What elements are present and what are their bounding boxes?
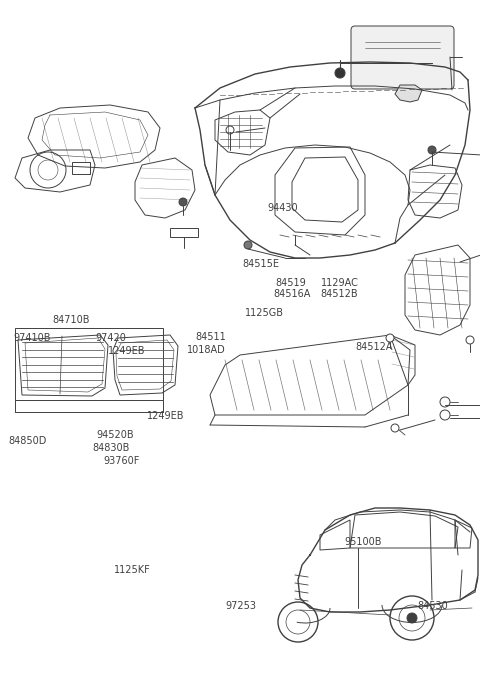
Circle shape bbox=[386, 334, 394, 342]
Circle shape bbox=[466, 336, 474, 344]
Text: 84519: 84519 bbox=[276, 279, 306, 288]
Text: 1125KF: 1125KF bbox=[114, 565, 151, 575]
Text: 84512A: 84512A bbox=[355, 342, 393, 352]
Circle shape bbox=[226, 126, 234, 134]
Text: 84850D: 84850D bbox=[9, 436, 47, 446]
Text: 95100B: 95100B bbox=[345, 537, 382, 547]
Text: 1125GB: 1125GB bbox=[245, 308, 284, 318]
Text: 97420: 97420 bbox=[95, 333, 126, 343]
Text: 84511: 84511 bbox=[196, 332, 227, 342]
Bar bbox=[15, 328, 163, 400]
FancyBboxPatch shape bbox=[351, 26, 454, 89]
Text: 97410B: 97410B bbox=[13, 333, 51, 343]
Circle shape bbox=[335, 68, 345, 78]
Text: 84830B: 84830B bbox=[93, 443, 130, 453]
Text: 1249EB: 1249EB bbox=[147, 412, 185, 421]
Text: 1018AD: 1018AD bbox=[187, 345, 226, 355]
Text: 94520B: 94520B bbox=[96, 430, 133, 440]
Text: 84515E: 84515E bbox=[242, 259, 279, 269]
Bar bbox=[72, 162, 90, 174]
Bar bbox=[170, 228, 198, 237]
Text: 84710B: 84710B bbox=[53, 315, 90, 324]
Text: 93760F: 93760F bbox=[103, 456, 140, 466]
Text: 1129AC: 1129AC bbox=[321, 279, 359, 288]
Polygon shape bbox=[395, 85, 422, 102]
Circle shape bbox=[428, 146, 436, 154]
Circle shape bbox=[244, 241, 252, 249]
Text: 97253: 97253 bbox=[226, 601, 257, 611]
Text: 84512B: 84512B bbox=[321, 289, 358, 299]
Circle shape bbox=[407, 613, 417, 623]
Text: 94430: 94430 bbox=[267, 203, 298, 213]
Text: 1249EB: 1249EB bbox=[108, 346, 145, 355]
Text: 84530: 84530 bbox=[418, 601, 448, 611]
Text: 84516A: 84516A bbox=[274, 289, 311, 299]
Circle shape bbox=[179, 198, 187, 206]
